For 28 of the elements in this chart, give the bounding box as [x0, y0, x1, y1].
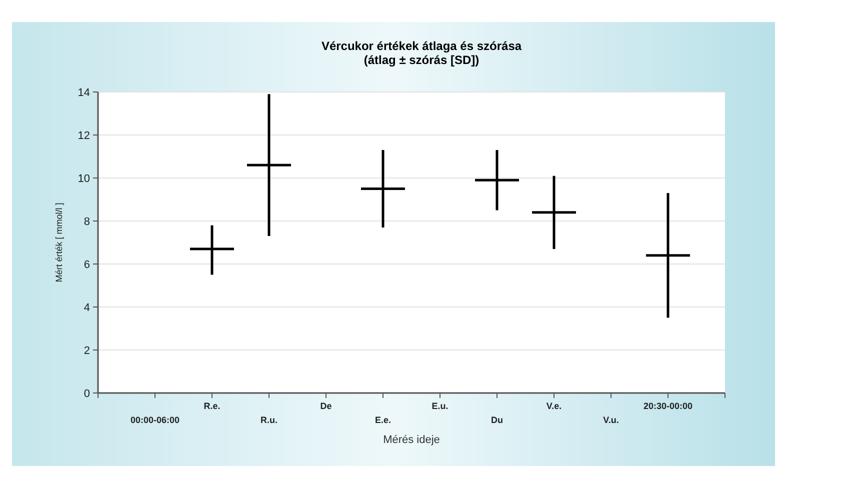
- chart-title: Vércukor értékek átlaga és szórása: [321, 39, 522, 53]
- x-tick-label: 20:30-00:00: [643, 401, 693, 411]
- x-tick-label: R.e.: [204, 401, 220, 411]
- x-tick-label: E.u.: [432, 401, 448, 411]
- y-tick-label: 8: [84, 216, 90, 228]
- y-tick-label: 2: [84, 345, 90, 357]
- x-tick-label: R.u.: [260, 415, 278, 425]
- x-axis-title: Mérés ideje: [383, 434, 440, 446]
- x-tick-label: Du: [491, 415, 503, 425]
- y-tick-label: 14: [78, 87, 90, 99]
- chart-subtitle: (átlag ± szórás [SD]): [364, 53, 480, 67]
- x-tick-label: 00:00-06:00: [130, 415, 180, 425]
- x-tick-label: V.u.: [603, 415, 619, 425]
- x-tick-label: E.e.: [374, 415, 392, 425]
- candlestick: [475, 148, 519, 212]
- y-tick-label: 12: [78, 130, 90, 142]
- y-axis-title: Mért érték [ mmol/l ]: [54, 202, 64, 282]
- x-tick-label: De: [320, 401, 332, 411]
- y-tick-label: 6: [84, 259, 90, 271]
- y-tick-label: 0: [84, 388, 90, 400]
- candlestick: [646, 192, 690, 319]
- candlestick: [361, 148, 405, 229]
- x-tick-label: V.e.: [546, 401, 562, 411]
- y-tick-label: 10: [78, 173, 90, 185]
- y-tick-label: 4: [84, 302, 90, 314]
- candlestick: [247, 92, 291, 238]
- candlestick: [532, 174, 576, 250]
- candlestick: [190, 224, 234, 276]
